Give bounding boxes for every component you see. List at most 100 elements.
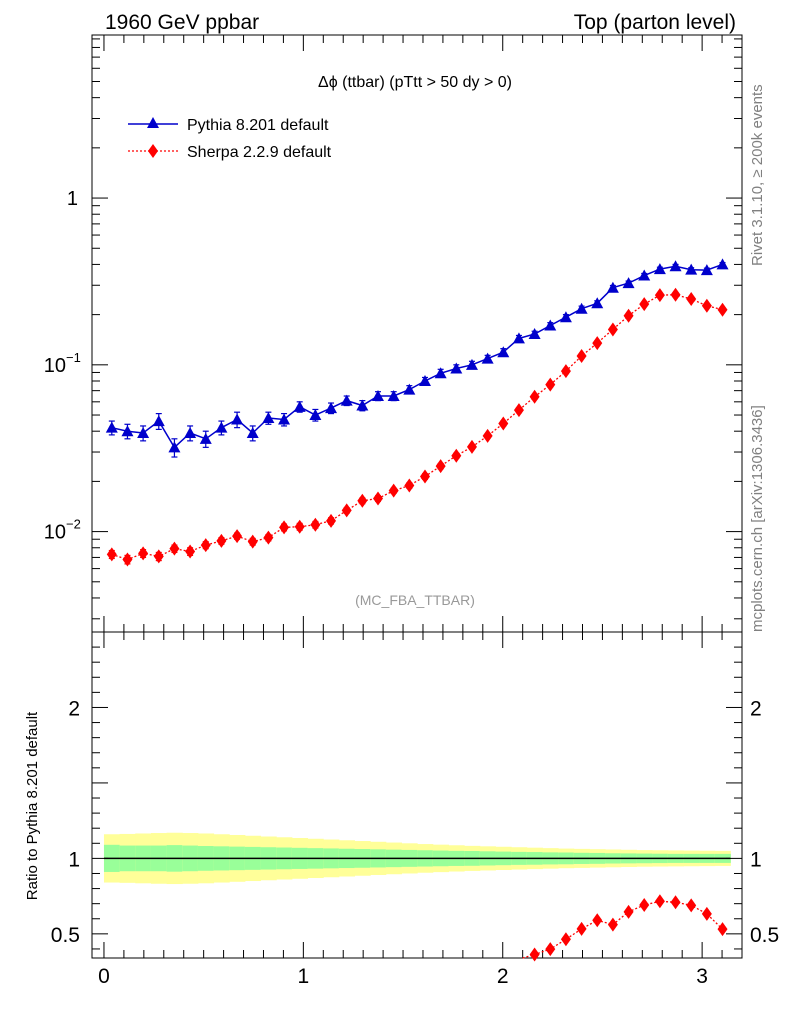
data-point-pythia — [372, 390, 384, 402]
data-point-sherpa — [419, 469, 430, 484]
data-point-sherpa — [279, 520, 290, 535]
ratio-ytick-label: 1 — [68, 848, 80, 871]
ratio-point-sherpa — [670, 895, 681, 910]
data-point-sherpa — [216, 533, 227, 548]
data-point-sherpa — [654, 288, 665, 303]
data-point-sherpa — [294, 519, 305, 534]
ratio-point-sherpa — [623, 904, 634, 919]
data-point-pythia — [403, 383, 416, 395]
data-point-sherpa — [466, 439, 477, 454]
data-point-pythia — [622, 277, 635, 289]
data-point-pythia — [512, 332, 525, 344]
data-point-sherpa — [153, 549, 164, 564]
series-line-sherpa — [111, 294, 723, 561]
ratio-ytick-label: 0.5 — [51, 924, 80, 947]
data-point-pythia — [575, 302, 588, 314]
data-point-sherpa — [200, 538, 211, 553]
main-ytick-exponent: −1 — [66, 350, 81, 365]
data-point-sherpa — [404, 478, 415, 493]
data-point-pythia — [199, 432, 212, 444]
ratio-ytick-label-right: 0.5 — [750, 924, 779, 947]
data-point-pythia — [215, 421, 228, 433]
data-point-sherpa — [169, 541, 180, 556]
ratio-point-sherpa — [576, 921, 587, 936]
x-tick-label: 1 — [298, 965, 310, 988]
analysis-tag: (MC_FBA_TTBAR) — [355, 592, 475, 608]
data-point-pythia — [262, 411, 275, 423]
data-point-pythia — [325, 402, 338, 414]
ratio-series — [103, 857, 731, 962]
data-point-sherpa — [341, 503, 352, 518]
ratio-ytick-label: 2 — [68, 697, 80, 720]
ratio-point-sherpa — [654, 894, 665, 909]
main-ytick-label: 1 — [67, 188, 78, 210]
data-point-sherpa — [639, 297, 650, 312]
data-point-sherpa — [106, 547, 117, 562]
data-point-sherpa — [357, 493, 368, 508]
data-point-pythia — [137, 427, 150, 439]
data-point-sherpa — [263, 530, 274, 545]
legend-pythia-label: Pythia 8.201 default — [187, 117, 329, 134]
data-point-sherpa — [138, 546, 149, 561]
data-point-pythia — [450, 362, 463, 374]
main-ytick-label: 10 — [44, 355, 66, 377]
data-point-pythia — [152, 415, 165, 427]
ratio-point-sherpa — [529, 947, 540, 962]
data-point-pythia — [184, 427, 197, 439]
data-point-sherpa — [451, 448, 462, 463]
data-point-pythia — [544, 319, 557, 331]
data-point-sherpa — [498, 416, 509, 431]
ratio-ylabel: Ratio to Pythia 8.201 default — [24, 711, 41, 900]
side-label-mcplots: mcplots.cern.ch [arXiv:1306.3436] — [749, 405, 766, 632]
main-ytick-exponent: −2 — [66, 517, 81, 532]
data-point-sherpa — [388, 483, 399, 498]
data-point-pythia — [246, 427, 259, 439]
data-point-pythia — [700, 264, 713, 276]
ratio-ytick-label-right: 1 — [750, 848, 762, 871]
data-point-sherpa — [185, 544, 196, 559]
data-point-pythia — [497, 346, 510, 358]
data-point-pythia — [591, 297, 604, 309]
data-point-sherpa — [232, 529, 243, 544]
x-tick-label: 0 — [98, 965, 110, 988]
data-point-sherpa — [373, 491, 383, 506]
data-point-sherpa — [686, 292, 697, 307]
data-point-sherpa — [122, 552, 133, 567]
x-tick-label: 2 — [497, 965, 509, 988]
data-point-sherpa — [310, 517, 321, 532]
data-point-pythia — [105, 421, 118, 433]
x-tick-label: 3 — [696, 965, 708, 988]
data-point-sherpa — [623, 308, 634, 323]
main-panel-series — [105, 258, 729, 567]
data-point-pythia — [716, 258, 729, 270]
data-point-pythia — [278, 413, 291, 425]
data-point-pythia — [293, 400, 306, 412]
data-point-sherpa — [560, 364, 571, 379]
data-point-pythia — [387, 390, 400, 402]
data-point-sherpa — [326, 513, 337, 528]
data-point-sherpa — [435, 459, 446, 474]
data-point-pythia — [481, 352, 494, 364]
data-point-sherpa — [545, 377, 556, 392]
data-point-pythia — [340, 394, 353, 406]
data-point-sherpa — [247, 534, 258, 549]
data-point-pythia — [653, 263, 666, 275]
data-point-pythia — [465, 358, 478, 370]
data-point-pythia — [685, 263, 698, 275]
data-point-sherpa — [482, 428, 493, 443]
legend-sherpa-label: Sherpa 2.2.9 default — [187, 144, 332, 161]
ratio-point-sherpa — [717, 922, 728, 937]
ratio-point-sherpa — [639, 898, 650, 913]
data-point-sherpa — [576, 348, 587, 363]
data-point-pythia — [231, 413, 244, 425]
data-point-sherpa — [529, 389, 540, 404]
ratio-frame — [91, 631, 743, 959]
ratio-panel-axes: 0 1 2 3 0.5 0.5 1 1 2 2 — [51, 631, 779, 988]
header-right: Top (parton level) — [574, 11, 736, 34]
data-point-sherpa — [607, 322, 618, 337]
data-point-sherpa — [513, 403, 524, 418]
legend-sherpa-marker — [148, 144, 158, 158]
data-point-pythia — [528, 328, 541, 340]
data-point-sherpa — [717, 302, 728, 317]
ratio-point-sherpa — [545, 942, 556, 957]
